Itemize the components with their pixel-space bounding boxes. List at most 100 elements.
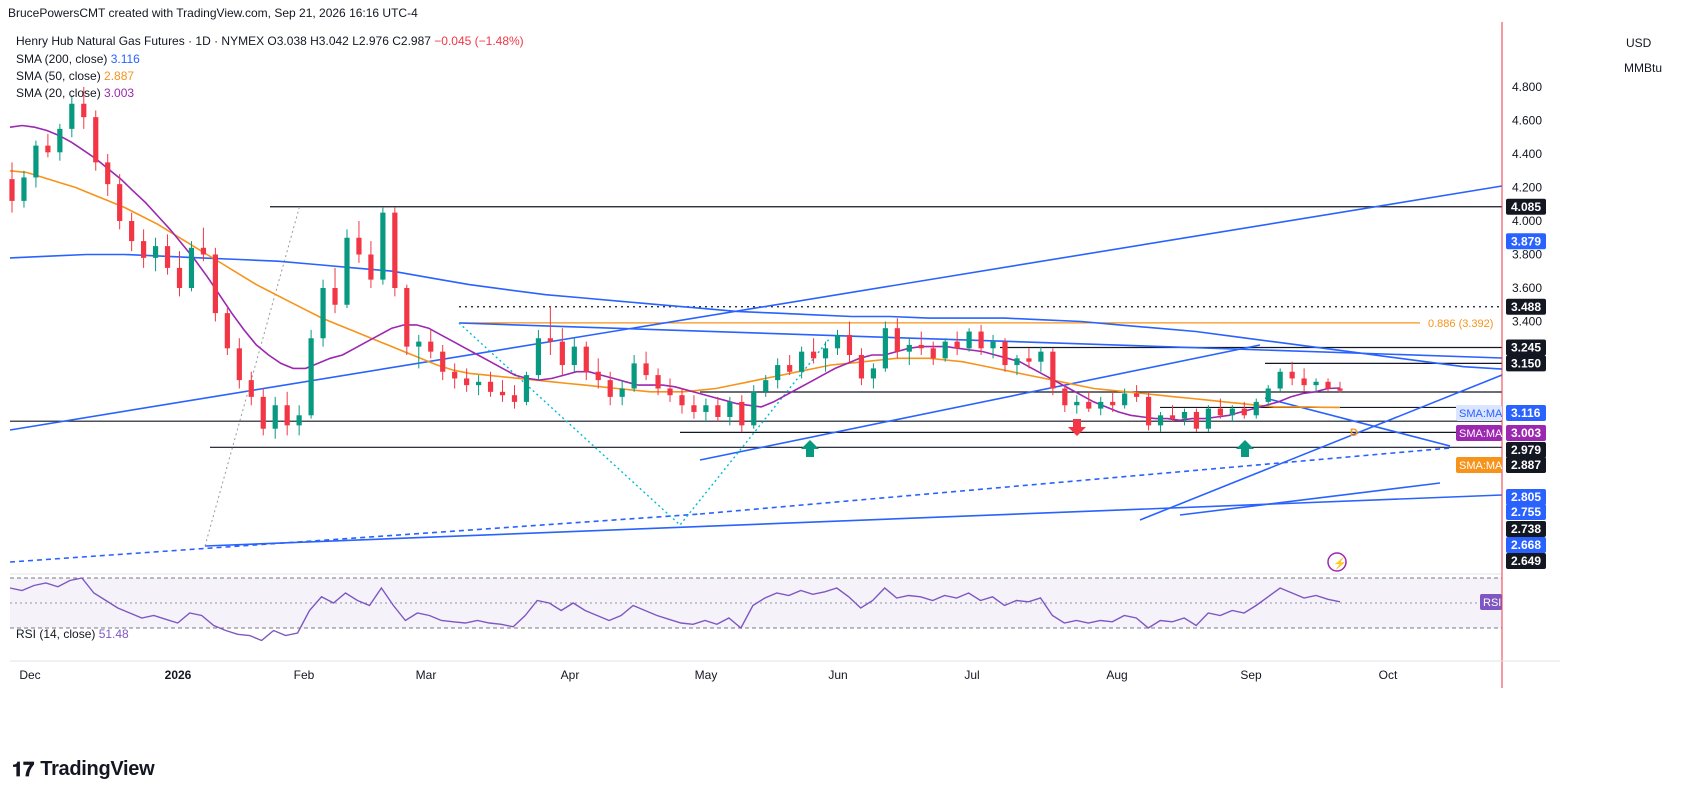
candle [523, 371, 530, 406]
x-tick-label: Dec [19, 668, 40, 682]
candle-body [810, 351, 817, 359]
candle [799, 346, 805, 379]
candle-body [535, 338, 542, 376]
currency-label[interactable]: USD [1626, 36, 1652, 50]
candle-body [583, 346, 589, 372]
candle-body [1110, 401, 1116, 406]
candle [176, 251, 183, 297]
candle [356, 221, 362, 263]
candle-body [1062, 388, 1068, 406]
candle-body [452, 371, 458, 379]
unit-label[interactable]: MMBtu [1624, 61, 1663, 75]
trendline [204, 494, 1503, 547]
candle-body [751, 391, 757, 426]
candle-body [117, 184, 123, 221]
price-tag [1506, 405, 1546, 421]
candle-body [332, 288, 338, 305]
candle-body [105, 162, 111, 185]
candle [1026, 348, 1032, 369]
candle-body [93, 117, 99, 163]
candle [966, 328, 972, 352]
candle-body [978, 331, 984, 349]
candle-body [1169, 415, 1176, 419]
sma20-value: 3.003 [104, 86, 135, 100]
candle-body [1050, 351, 1056, 389]
candle [33, 140, 39, 188]
fib-label: 0.886 (3.392) [1428, 318, 1493, 330]
price-tag-label: 2.649 [1511, 554, 1541, 568]
candle [1217, 398, 1223, 419]
candle-body [1217, 408, 1223, 416]
candle-body [607, 380, 613, 397]
candle [69, 95, 75, 138]
price-tag [1506, 553, 1546, 569]
sma200-legend[interactable]: SMA (200, close) 3.116 [16, 52, 140, 66]
up-arrow-icon [801, 440, 819, 457]
annotations: D⚡ [801, 419, 1358, 572]
trendline [1179, 482, 1441, 516]
candle [715, 396, 721, 422]
sma50-value: 2.887 [104, 69, 135, 83]
sma50-legend[interactable]: SMA (50, close) 2.887 [16, 69, 134, 83]
trendline [1139, 374, 1503, 521]
candle-body [1337, 388, 1343, 391]
rsi-legend[interactable]: RSI (14, close) 51.48 [16, 627, 129, 641]
sma200-label: SMA (200, close) [16, 52, 108, 66]
candle [1157, 411, 1164, 433]
sma-tag [1456, 457, 1502, 473]
candle [164, 234, 171, 275]
candle-body [260, 396, 266, 429]
candle [1205, 405, 1211, 433]
candle-body [894, 328, 900, 352]
candle-body [320, 288, 326, 339]
candle-body [1134, 393, 1140, 397]
trendline [9, 513, 701, 563]
candle [990, 334, 996, 359]
candle [1074, 395, 1080, 414]
candle-body [200, 247, 207, 255]
tradingview-mark-icon: 𝟏𝟕 [12, 757, 35, 781]
candle-body [1301, 378, 1307, 386]
candle [571, 338, 577, 372]
candle [906, 338, 912, 366]
candle [858, 348, 865, 386]
x-tick-label: Aug [1106, 668, 1127, 682]
sma-tag [1456, 425, 1502, 441]
candle [1301, 368, 1307, 392]
candle [332, 267, 338, 314]
harmonic-leg [458, 322, 831, 527]
candle-body [272, 405, 278, 429]
candle [595, 358, 601, 389]
candle-body [1325, 381, 1331, 389]
candle-body [954, 341, 960, 349]
candle-body [1313, 381, 1319, 386]
candle [392, 207, 398, 297]
down-arrow-icon [1068, 419, 1086, 436]
candle [930, 341, 936, 366]
candle-body [942, 341, 948, 359]
tradingview-logo[interactable]: 𝟏𝟕 TradingView [12, 757, 155, 781]
symbol-legend[interactable]: Henry Hub Natural Gas Futures · 1D · NYM… [16, 34, 524, 48]
candle [763, 375, 769, 397]
publisher-line: BrucePowersCMT created with TradingView.… [8, 6, 418, 20]
candle [679, 388, 685, 414]
candle-body [45, 145, 51, 153]
sma20-legend[interactable]: SMA (20, close) 3.003 [16, 86, 134, 100]
candle [1325, 378, 1331, 392]
candle-body [428, 341, 434, 352]
candle-body [404, 288, 410, 347]
candle-body [499, 391, 506, 396]
candle [1169, 405, 1176, 422]
price-tag [1506, 442, 1546, 458]
x-tick-label: Sep [1240, 668, 1262, 682]
candle-body [308, 338, 314, 416]
candle-body [212, 254, 218, 314]
candle-body [882, 328, 888, 369]
y-tick-label: 4.000 [1512, 214, 1542, 228]
candle [464, 368, 470, 392]
candle-body [1241, 408, 1247, 416]
candle [1038, 346, 1044, 372]
candle-body [81, 103, 87, 118]
candle-body [176, 267, 183, 288]
price-chart[interactable]: 0.886 (3.392) D⚡ RSI51.480.000 4.8004.60… [0, 22, 1683, 742]
